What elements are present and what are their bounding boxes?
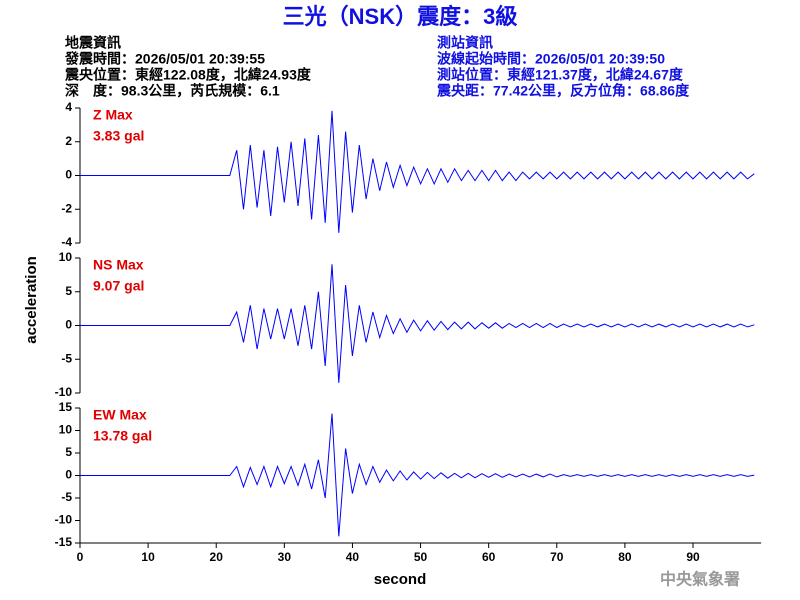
annotation: 13.78 gal bbox=[93, 428, 152, 444]
x-tick-label: 40 bbox=[346, 550, 360, 564]
info-left: 發震時間：2026/05/01 20:39:55 bbox=[64, 51, 265, 67]
waveform bbox=[80, 110, 755, 233]
x-tick-label: 70 bbox=[550, 550, 564, 564]
y-tick-label: 0 bbox=[65, 468, 72, 482]
y-tick-label: -2 bbox=[61, 201, 72, 215]
y-tick-label: -10 bbox=[55, 513, 73, 527]
y-tick-label: -15 bbox=[55, 535, 73, 549]
info-left: 地震資訊 bbox=[65, 35, 121, 51]
annotation: 3.83 gal bbox=[93, 128, 144, 144]
y-tick-label: 4 bbox=[65, 100, 72, 114]
y-tick-label: 2 bbox=[65, 134, 72, 148]
info-right: 測站位置：東經121.37度，北緯24.67度 bbox=[437, 67, 684, 83]
x-tick-label: 30 bbox=[278, 550, 292, 564]
x-tick-label: 60 bbox=[482, 550, 496, 564]
y-tick-label: 0 bbox=[65, 168, 72, 182]
x-axis-label: second bbox=[374, 571, 427, 588]
y-tick-label: 0 bbox=[65, 318, 72, 332]
x-tick-label: 80 bbox=[618, 550, 632, 564]
y-axis-label: acceleration bbox=[23, 256, 40, 344]
annotation: 9.07 gal bbox=[93, 278, 144, 294]
annotation: Z Max bbox=[93, 107, 133, 123]
y-tick-label: -5 bbox=[61, 351, 72, 365]
footer: 中央氣象署 bbox=[660, 570, 740, 589]
info-left: 深 度：98.3公里，芮氏規模：6.1 bbox=[65, 83, 280, 99]
info-right: 測站資訊 bbox=[437, 35, 493, 51]
y-tick-label: 5 bbox=[65, 445, 72, 459]
x-tick-label: 50 bbox=[414, 550, 428, 564]
info-right: 震央距：77.42公里，反方位角：68.86度 bbox=[436, 83, 690, 99]
y-tick-label: -4 bbox=[61, 235, 72, 249]
x-tick-label: 20 bbox=[210, 550, 224, 564]
x-tick-label: 90 bbox=[686, 550, 700, 564]
y-tick-label: 15 bbox=[59, 400, 73, 414]
x-tick-label: 10 bbox=[141, 550, 155, 564]
annotation: NS Max bbox=[93, 257, 144, 273]
y-tick-label: -10 bbox=[55, 385, 73, 399]
annotation: EW Max bbox=[93, 407, 147, 423]
y-tick-label: 10 bbox=[59, 250, 73, 264]
x-tick-label: 0 bbox=[77, 550, 84, 564]
y-tick-label: 10 bbox=[59, 423, 73, 437]
title: 三光（NSK）震度：3級 bbox=[283, 4, 518, 29]
y-tick-label: -5 bbox=[61, 490, 72, 504]
waveform bbox=[80, 264, 755, 383]
waveform bbox=[80, 413, 755, 537]
info-right: 波線起始時間：2026/05/01 20:39:50 bbox=[437, 51, 665, 67]
y-tick-label: 5 bbox=[65, 284, 72, 298]
info-left: 震央位置：東經122.08度，北緯24.93度 bbox=[64, 67, 312, 83]
